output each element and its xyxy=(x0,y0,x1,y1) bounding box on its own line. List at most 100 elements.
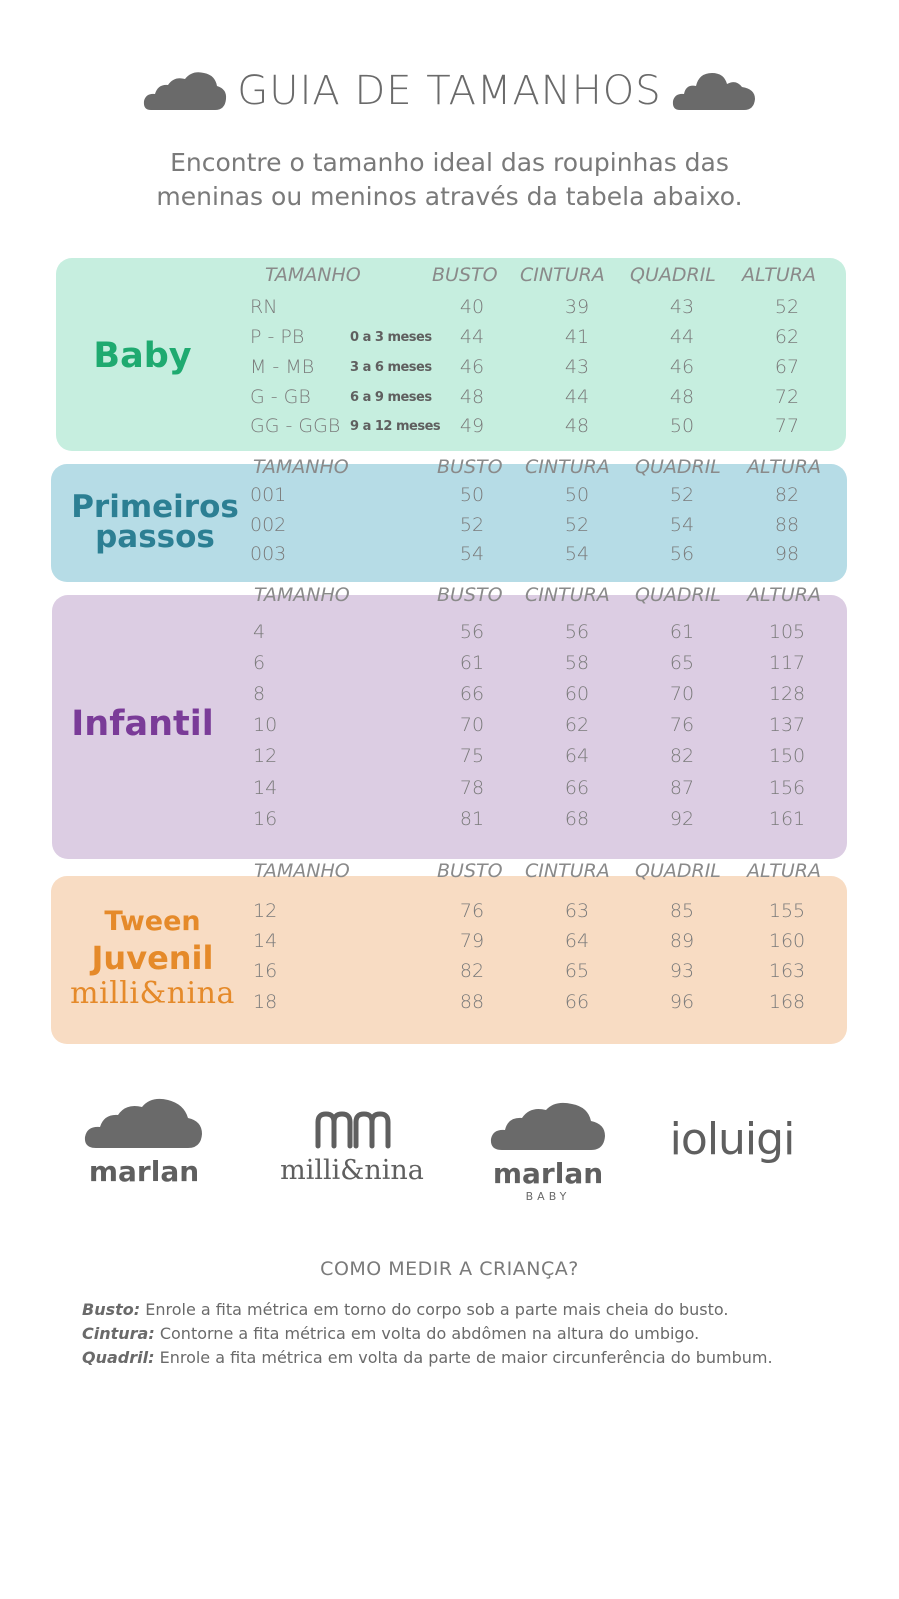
altura-cell: 155 xyxy=(768,900,806,922)
busto-cell: 50 xyxy=(459,484,485,506)
busto-cell: 56 xyxy=(459,621,485,643)
cintura-cell: 60 xyxy=(564,683,590,705)
column-header: TAMANHO xyxy=(254,860,350,882)
cintura-cell: 63 xyxy=(564,900,590,922)
cintura-cell: 44 xyxy=(564,386,590,408)
column-header: ALTURA xyxy=(747,456,822,478)
cintura-cell: 50 xyxy=(564,484,590,506)
quadril-cell: 44 xyxy=(669,326,695,348)
cloud-icon-right xyxy=(672,73,755,110)
measure-notes: Busto: Enrole a fita métrica em torno do… xyxy=(82,1298,822,1370)
busto-cell: 46 xyxy=(459,356,485,378)
busto-cell: 79 xyxy=(459,930,485,952)
quadril-cell: 82 xyxy=(669,745,695,767)
quadril-cell: 65 xyxy=(669,652,695,674)
cintura-cell: 66 xyxy=(564,777,590,799)
size-cell: 14 xyxy=(253,930,278,952)
column-header: QUADRIL xyxy=(635,584,721,606)
altura-cell: 128 xyxy=(768,683,806,705)
column-header: QUADRIL xyxy=(635,860,721,882)
altura-cell: 168 xyxy=(768,991,806,1013)
size-cell: 6 xyxy=(253,652,266,674)
marlan-logo: marlan xyxy=(84,1098,204,1188)
marlan-baby-logo: marlan BABY xyxy=(488,1102,608,1203)
size-cell: 8 xyxy=(253,683,266,705)
quadril-cell: 50 xyxy=(669,415,695,437)
cintura-cell: 48 xyxy=(564,415,590,437)
column-header: BUSTO xyxy=(437,584,503,606)
busto-cell: 66 xyxy=(459,683,485,705)
infantil-panel xyxy=(52,595,847,859)
altura-cell: 67 xyxy=(774,356,800,378)
busto-cell: 61 xyxy=(459,652,485,674)
altura-cell: 105 xyxy=(768,621,806,643)
column-header: TAMANHO xyxy=(253,456,349,478)
age-range: 3 a 6 meses xyxy=(350,360,432,375)
altura-cell: 72 xyxy=(774,386,800,408)
mn-monogram-icon xyxy=(315,1111,391,1149)
altura-cell: 77 xyxy=(774,415,800,437)
column-header: TAMANHO xyxy=(254,584,350,606)
brand-logos: marlan milli&nina marlan BABY ioluigi xyxy=(0,1098,899,1230)
quadril-cell: 96 xyxy=(669,991,695,1013)
column-header: CINTURA xyxy=(520,264,605,286)
cintura-cell: 41 xyxy=(564,326,590,348)
altura-cell: 160 xyxy=(768,930,806,952)
age-range: 0 a 3 meses xyxy=(350,330,432,345)
busto-cell: 54 xyxy=(459,543,485,565)
millinina-logo: milli&nina xyxy=(272,1110,432,1186)
size-cell: 001 xyxy=(250,484,287,506)
cloud-icon-left xyxy=(144,72,227,110)
altura-cell: 161 xyxy=(768,808,806,830)
busto-cell: 82 xyxy=(459,960,485,982)
altura-cell: 137 xyxy=(768,714,806,736)
cintura-cell: 64 xyxy=(564,745,590,767)
category-baby: Baby xyxy=(93,336,192,376)
cintura-cell: 54 xyxy=(564,543,590,565)
page-title: GUIA DE TAMANHOS xyxy=(237,68,662,114)
how-to-measure-title: COMO MEDIR A CRIANÇA? xyxy=(320,1258,579,1280)
baby-panel xyxy=(56,258,846,451)
age-range: 6 a 9 meses xyxy=(350,390,432,405)
cintura-cell: 43 xyxy=(564,356,590,378)
altura-cell: 62 xyxy=(774,326,800,348)
tween-juvenil-panel xyxy=(51,876,847,1044)
busto-cell: 81 xyxy=(459,808,485,830)
altura-cell: 88 xyxy=(774,514,800,536)
note-quadril: Quadril: Enrole a fita métrica em volta … xyxy=(82,1348,773,1367)
altura-cell: 156 xyxy=(768,777,806,799)
column-header: CINTURA xyxy=(525,456,610,478)
busto-cell: 40 xyxy=(459,296,485,318)
column-header: BUSTO xyxy=(437,456,503,478)
cintura-cell: 65 xyxy=(564,960,590,982)
page-subtitle: Encontre o tamanho ideal das roupinhas d… xyxy=(156,148,743,211)
quadril-cell: 52 xyxy=(669,484,695,506)
busto-cell: 76 xyxy=(459,900,485,922)
cintura-cell: 68 xyxy=(564,808,590,830)
column-header: CINTURA xyxy=(525,860,610,882)
size-cell: 12 xyxy=(253,900,278,922)
altura-cell: 117 xyxy=(768,652,806,674)
cintura-cell: 52 xyxy=(564,514,590,536)
size-cell: 003 xyxy=(250,543,287,565)
column-header: TAMANHO xyxy=(265,264,361,286)
note-busto: Busto: Enrole a fita métrica em torno do… xyxy=(82,1300,729,1319)
busto-cell: 78 xyxy=(459,777,485,799)
cloud-icon xyxy=(84,1098,202,1148)
column-header: QUADRIL xyxy=(630,264,716,286)
quadril-cell: 85 xyxy=(669,900,695,922)
primeiros-passos-panel xyxy=(51,464,847,582)
quadril-cell: 48 xyxy=(669,386,695,408)
column-header: ALTURA xyxy=(742,264,817,286)
altura-cell: 163 xyxy=(768,960,806,982)
quadril-cell: 56 xyxy=(669,543,695,565)
millinina-logo-text: milli&nina xyxy=(70,976,235,1011)
busto-cell: 88 xyxy=(459,991,485,1013)
busto-cell: 75 xyxy=(459,745,485,767)
quadril-cell: 87 xyxy=(669,777,695,799)
quadril-cell: 92 xyxy=(669,808,695,830)
quadril-cell: 76 xyxy=(669,714,695,736)
size-cell: G - GB xyxy=(250,386,311,408)
altura-cell: 82 xyxy=(774,484,800,506)
category-tween-juvenil: Tween Juvenil milli&nina xyxy=(55,905,250,1011)
